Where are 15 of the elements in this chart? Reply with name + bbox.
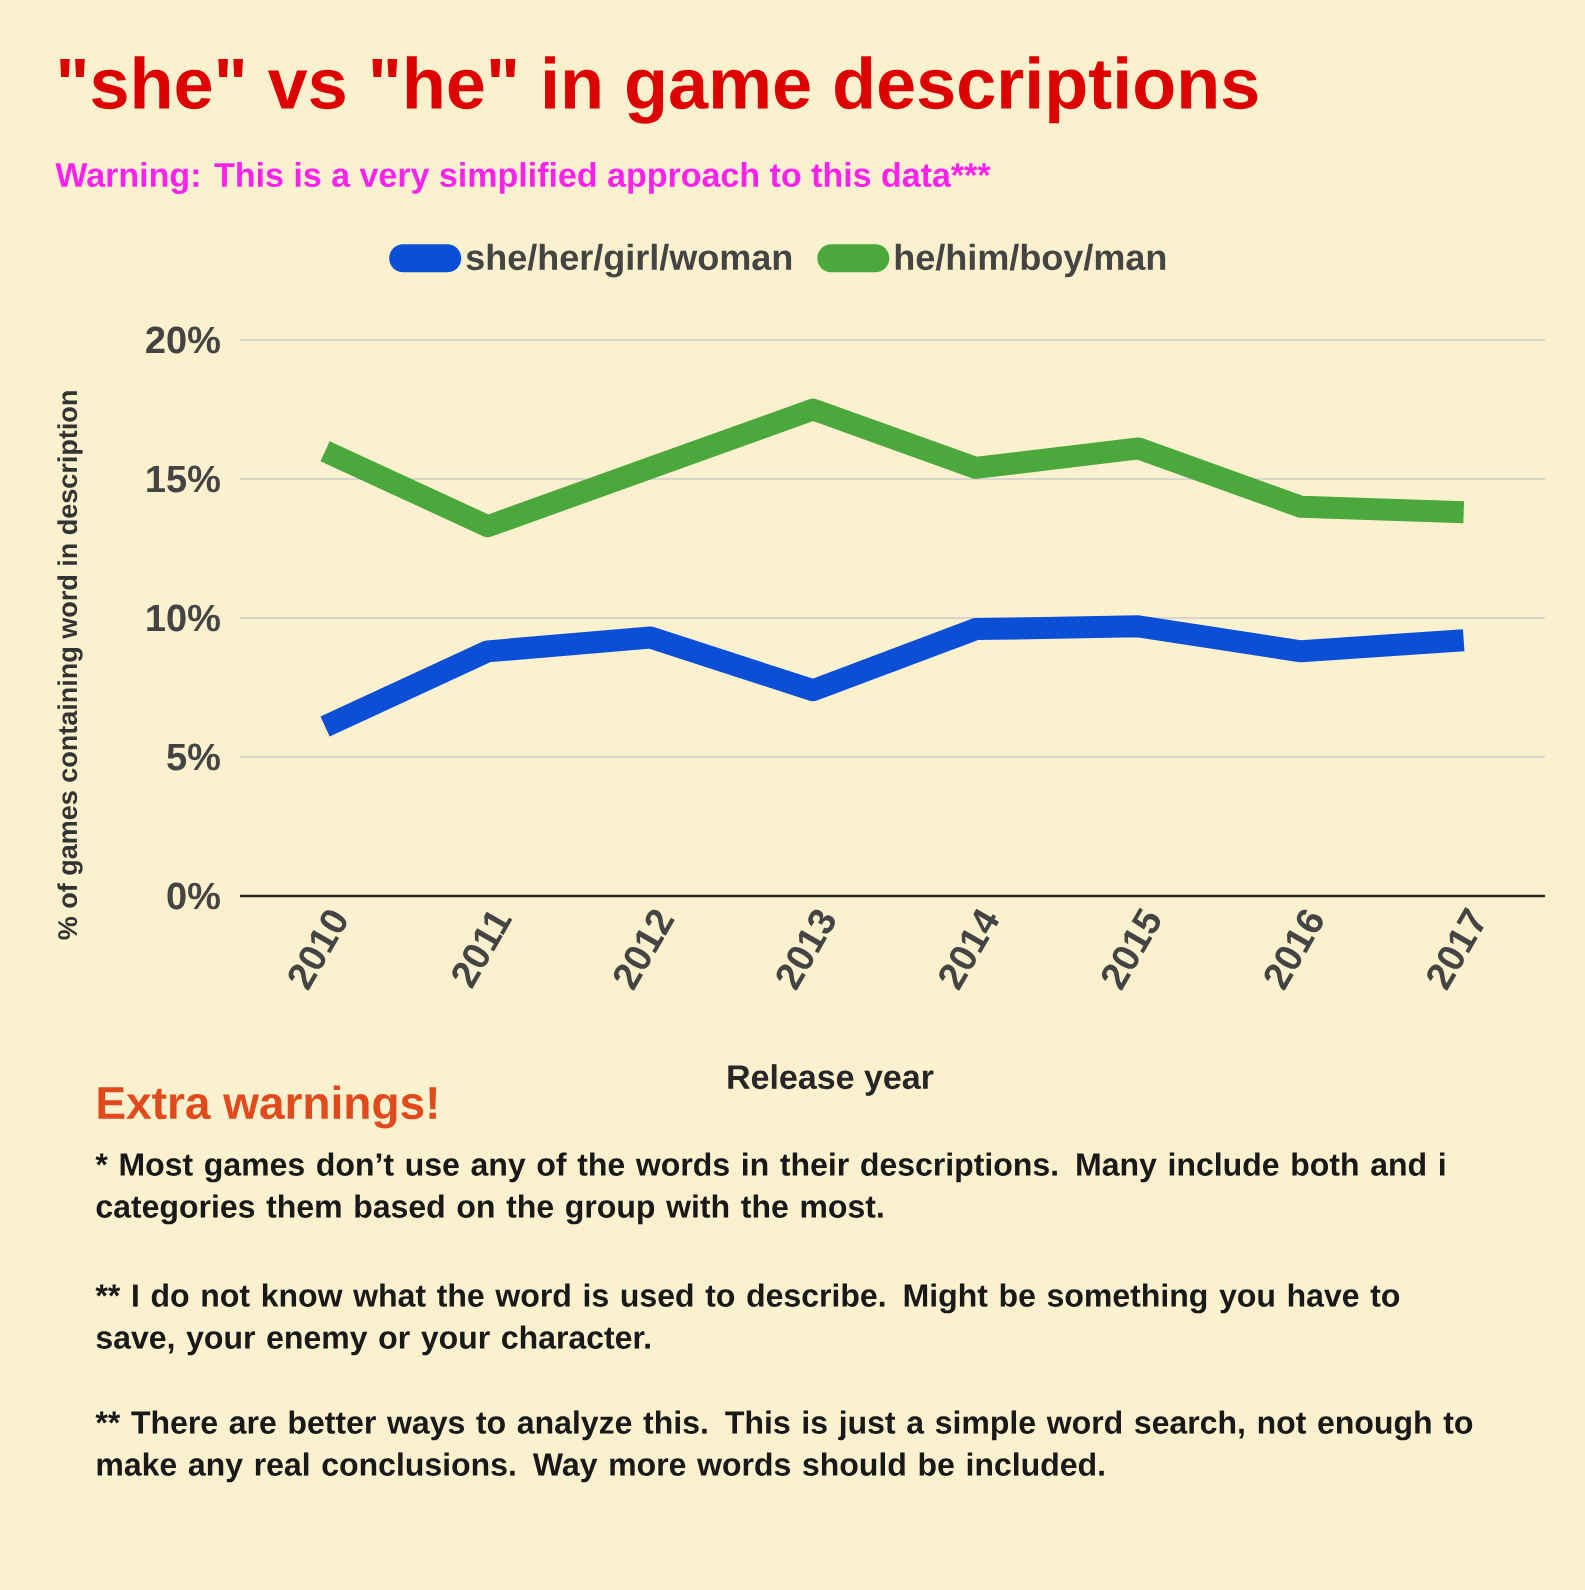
chart-title: "she" vs "he" in game descriptions	[60, 56, 1258, 124]
legend-label: she/her/girl/woman	[466, 243, 792, 278]
text: * Most games don’t use any of the words in their descriptions. Many include both and i categories them based on the group with the most.	[95, 1152, 1445, 1225]
chart-subtitle: Warning: This is a very simplified approach to this data***	[55, 162, 991, 194]
y-tick-label: 10%	[147, 604, 220, 632]
text: ** I do not know what the word is used to describe. Might be something you have to save, your enemy or your character.	[95, 1283, 1400, 1356]
x-axis-title: Release year	[728, 1064, 934, 1096]
y-axis-title: % of games containing word in description	[57, 391, 83, 940]
legend-label: he/him/boy/man	[895, 243, 1166, 278]
y-tick-label: 15%	[147, 465, 220, 493]
y-tick-label: 0%	[167, 882, 220, 910]
y-tick-label: 20%	[146, 326, 220, 354]
text: Extra warnings!	[98, 1085, 437, 1129]
y-tick-label: 5%	[167, 743, 220, 771]
text: ** There are better ways to analyze this. This is just a simple word search, not enough to make any real conclusions. Way more words should be included.	[95, 1410, 1473, 1483]
